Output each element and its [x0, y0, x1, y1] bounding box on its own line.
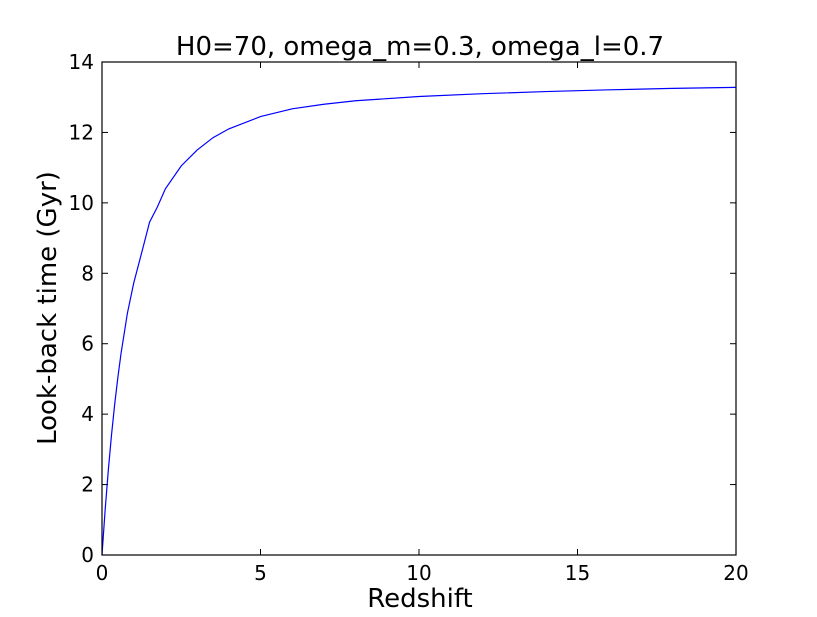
- y-tick-label: 10: [69, 191, 94, 215]
- y-tick-label: 8: [81, 261, 94, 285]
- plot-area: 0 5 10 15 20 0 2 4 6 8 10 12 14: [69, 50, 749, 585]
- x-tick-label: 15: [565, 561, 590, 585]
- x-axis-ticks: 0 5 10 15 20: [96, 62, 749, 585]
- plot-frame: [101, 61, 737, 556]
- y-tick-label: 14: [69, 50, 94, 74]
- y-tick-label: 4: [81, 402, 94, 426]
- x-tick-label: 5: [254, 561, 267, 585]
- series-line-lookback-time: [101, 86, 737, 556]
- x-tick-label: 20: [723, 561, 748, 585]
- y-tick-label: 0: [81, 543, 94, 567]
- y-axis-ticks: 0 2 4 6 8 10 12 14: [69, 50, 736, 567]
- y-tick-label: 12: [69, 120, 94, 144]
- y-tick-label: 2: [81, 473, 94, 497]
- x-axis-label: Redshift: [367, 584, 473, 614]
- x-tick-label: 0: [96, 561, 109, 585]
- chart-title: H0=70, omega_m=0.3, omega_l=0.7: [176, 32, 664, 62]
- y-axis-label: Look-back time (Gyr): [33, 171, 63, 445]
- x-tick-label: 10: [406, 561, 431, 585]
- y-tick-label: 6: [81, 332, 94, 356]
